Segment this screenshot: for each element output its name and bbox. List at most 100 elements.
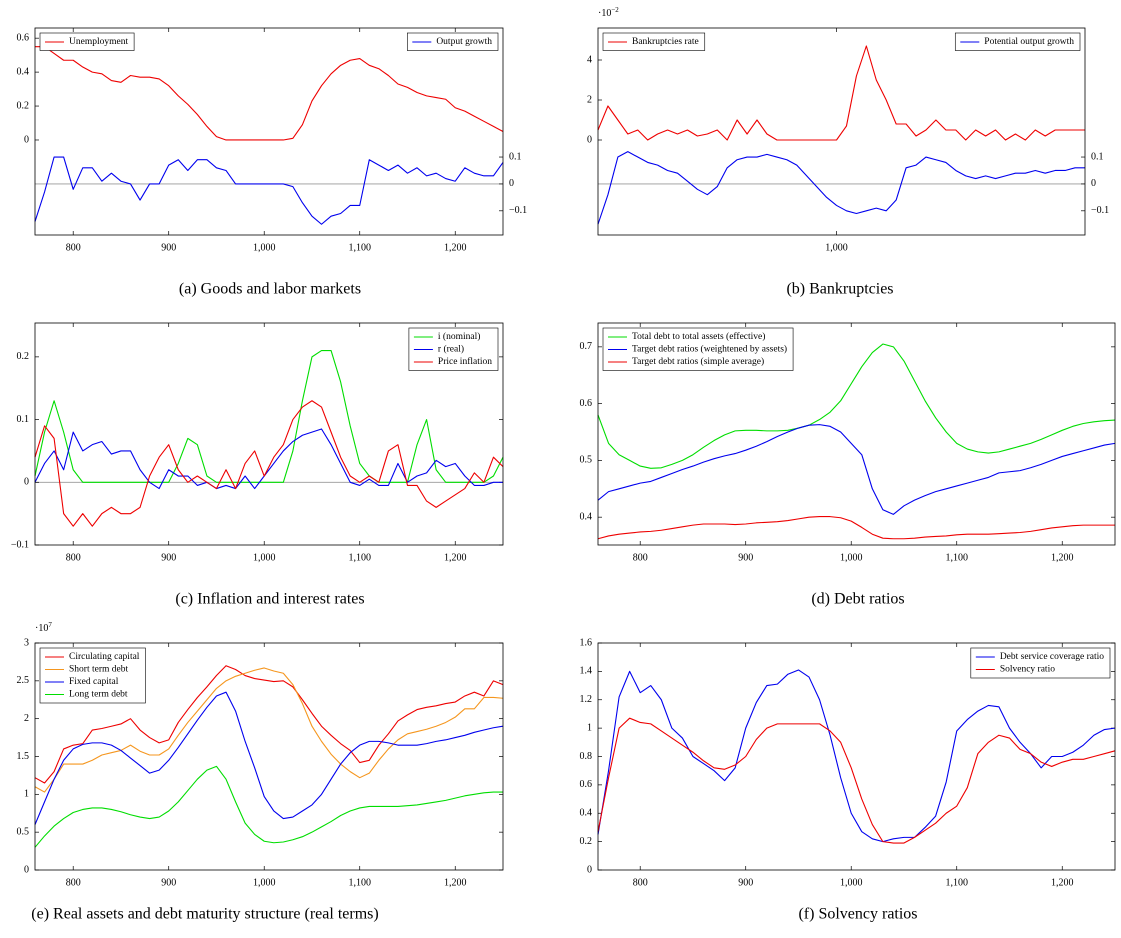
y-tick-label: 0.1 [17,414,30,425]
y-tick-label: 2.5 [17,675,30,686]
legend-text: Solvency ratio [1000,665,1055,675]
legend-text: Output growth [436,37,492,47]
y-tick-label: 1.5 [17,751,30,762]
axis-scale-label: ·10−2 [598,6,619,20]
chart-panel: 800 900 1,000 1,100 1,200 0 0.5 1 1.5 2 2.5 3 Circul… [17,621,504,923]
y-tick-label: 0.4 [580,511,593,522]
y-tick-label: 0 [587,134,592,145]
axis-scale-base: ·10 [598,8,611,19]
series-line [597,45,1085,141]
series-line [597,516,1115,540]
x-tick-label: 1,000 [840,877,863,888]
chart-panel: 800 900 1,000 1,100 1,200 0 0.2 0.4 0.6 −0.1 0 0.1 U… [17,27,527,298]
y-tick-label: 0 [24,477,29,488]
series-line [34,665,504,784]
x-tick-label: 900 [161,242,176,253]
y-tick-label: 4 [587,54,592,65]
y-tick-label: 0 [587,864,592,875]
series-line [34,667,504,793]
chart-panel: 800 900 1,000 1,100 1,200 0 0.2 0.4 0.6 0.8 1 1.2 1.… [580,637,1116,923]
legend: Bankruptcies rate [602,32,706,51]
legend: Debt service coverage ratio Solvency rati… [970,647,1111,679]
series-line [34,350,504,483]
x-tick-label: 1,100 [348,552,371,563]
caption: (d) Debt ratios [811,591,904,608]
series-line [34,765,503,848]
x-tick-label: 900 [738,552,753,563]
x-tick-label: 1,200 [1051,877,1074,888]
y2-tick-label: −0.1 [509,205,527,216]
legend-box [407,32,499,51]
legend-text: Unemployment [69,37,128,47]
axis-scale-exponent: −2 [611,6,619,14]
y2-tick-label: 0.1 [509,151,522,162]
x-tick-label: 1,100 [945,552,968,563]
caption: (f) Solvency ratios [798,906,917,923]
legend-box [970,647,1111,679]
y-tick-label: 0 [24,134,29,145]
legend-box [602,32,706,51]
legend-text: Short term debt [69,665,128,675]
y-tick-label: 0.6 [580,779,593,790]
legend-box [954,32,1081,51]
x-tick-label: 1,000 [825,242,848,253]
legend: Circulating capital Short term debt Fixed … [39,647,146,704]
legend-box [39,32,135,51]
x-tick-label: 800 [633,877,648,888]
caption: (a) Goods and labor markets [179,281,361,298]
y-tick-label: −0.1 [11,539,29,550]
series-line [34,156,504,225]
series-line [597,669,1116,843]
x-tick-label: 800 [66,877,81,888]
x-tick-label: 1,000 [253,877,276,888]
y-tick-label: 0.7 [580,341,593,352]
legend-text: r (real) [438,344,464,355]
y-tick-label: 2 [24,713,29,724]
y-tick-label: 0.5 [17,826,30,837]
plot-frame [34,322,504,546]
series-line [34,691,504,825]
y-tick-label: 0.2 [17,351,30,362]
series-line [34,428,503,490]
y-tick-label: 0.2 [17,100,30,111]
x-tick-label: 900 [161,877,176,888]
chart-panel: 1,000 0 2 4 −0.1 0 0.1 Bankruptcies rate Potenti… [587,6,1109,298]
legend-text: Potential output growth [984,37,1074,47]
caption: (b) Bankruptcies [786,281,893,298]
y-tick-label: 0 [24,864,29,875]
legend-text: Circulating capital [69,652,140,662]
series-line [35,46,504,141]
axis-scale-base: ·10 [35,623,48,634]
y-tick-label: 1.4 [580,666,593,677]
x-tick-label: 1,000 [253,552,276,563]
chart-panel: 800 900 1,000 1,100 1,200 −0.1 0 0.1 0.2 i (nomin… [11,322,504,608]
legend-text: Bankruptcies rate [632,37,699,47]
y2-tick-label: 0.1 [1091,151,1104,162]
y-tick-label: 0.8 [580,751,593,762]
plot-frame [597,322,1116,546]
plot-frame [34,642,504,871]
x-tick-label: 1,100 [348,877,371,888]
plot-frame [597,27,1086,236]
caption: (c) Inflation and interest rates [175,591,364,608]
series-line [597,151,1085,225]
legend-text: Total debt to total assets (effective) [632,331,765,342]
x-tick-label: 1,200 [444,877,467,888]
x-tick-label: 800 [66,242,81,253]
legend: Unemployment [39,32,135,51]
y2-tick-label: 0 [1091,178,1096,189]
y-tick-label: 0.6 [17,32,30,43]
x-tick-label: 900 [738,877,753,888]
caption: (e) Real assets and debt maturity struct… [31,906,378,923]
x-tick-label: 1,200 [1051,552,1074,563]
legend: Potential output growth [954,32,1081,51]
y-tick-label: 1.2 [580,694,593,705]
legend-text: Debt service coverage ratio [1000,652,1104,662]
series-line [597,717,1116,844]
y-tick-label: 0.5 [580,455,593,466]
y2-tick-label: 0 [509,178,514,189]
legend: Total debt to total assets (effective) Ta… [602,327,794,371]
x-tick-label: 800 [633,552,648,563]
